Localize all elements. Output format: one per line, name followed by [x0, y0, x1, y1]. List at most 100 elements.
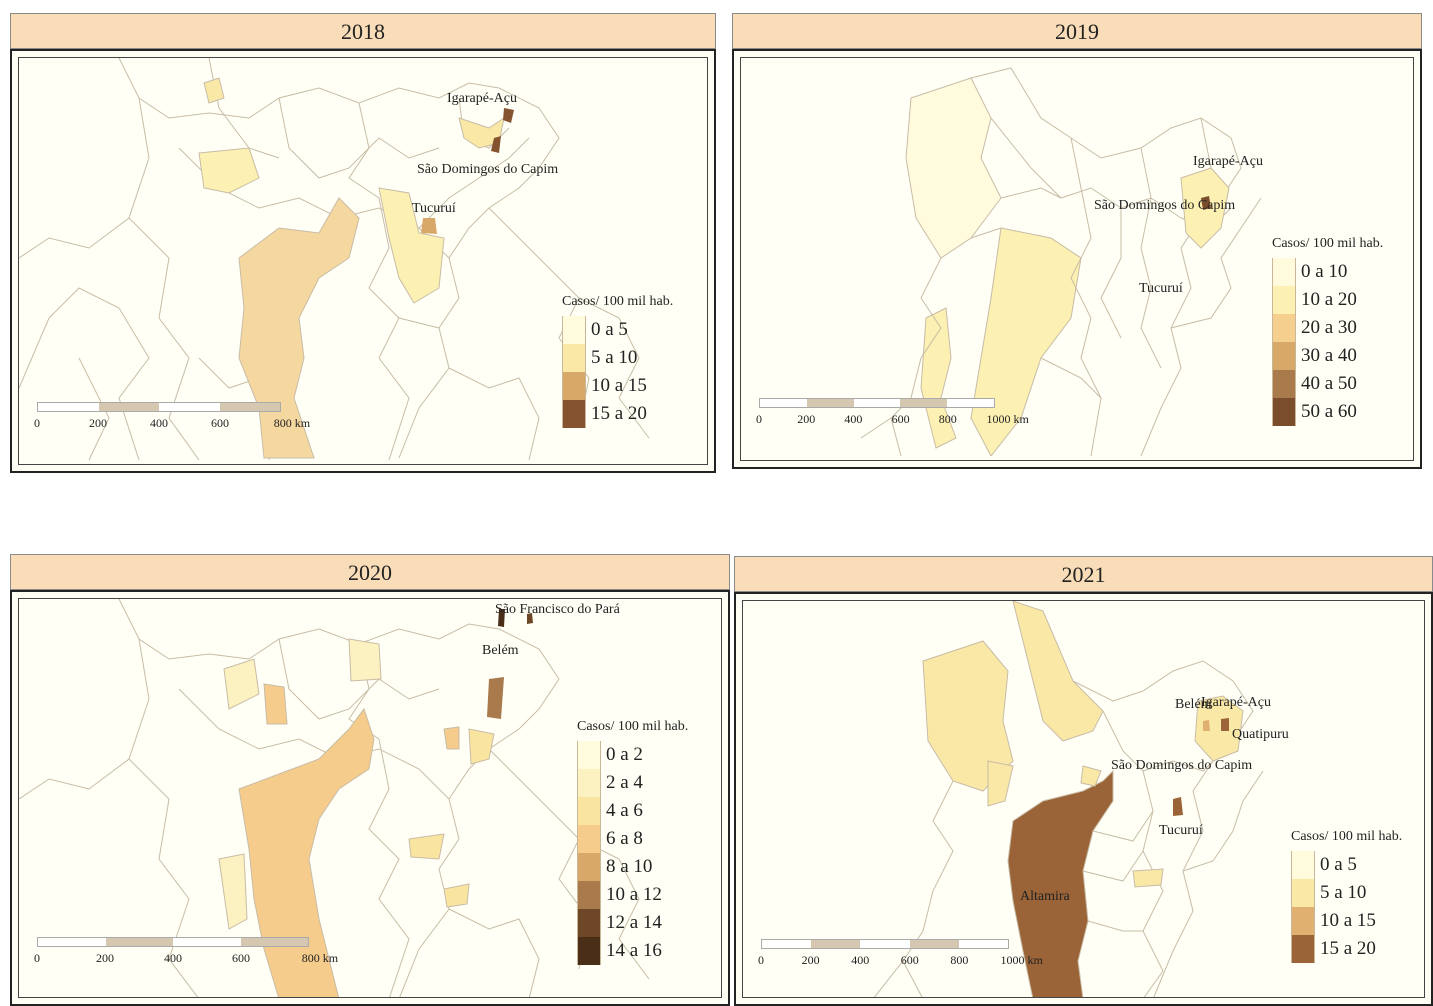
legend-swatch — [562, 400, 586, 428]
legend: Casos/ 100 mil hab. 0 a 5 5 a 10 10 a 15 15… — [562, 294, 673, 428]
legend-class-label: 40 a 50 — [1301, 373, 1357, 394]
legend-classes: 0 a 10 10 a 20 20 a 30 30 a 40 40 a 50 50 a 6… — [1272, 258, 1383, 426]
scale-bar-segment — [240, 938, 308, 946]
scale-bar-track — [761, 939, 1009, 949]
legend-class-label: 20 a 30 — [1301, 317, 1357, 338]
scale-bar-segment — [98, 403, 159, 411]
legend-class-label: 5 a 10 — [591, 347, 638, 368]
scale-bar-ticks: 0 200 400 600 800 1000 km — [756, 412, 1029, 428]
place-label-quatipuru: Quatipuru — [1232, 727, 1289, 742]
legend-class-label: 15 a 20 — [591, 403, 647, 424]
legend-title: Casos/ 100 mil hab. — [577, 719, 689, 734]
scale-tick-label: 400 — [164, 951, 182, 965]
legend-class-row: 14 a 16 — [577, 937, 688, 965]
scale-tick-label: 0 — [34, 416, 40, 430]
scale-tick-label: 600 — [232, 951, 250, 965]
map-area: Igarapé-Açu São Domingos do Capim Tucuru… — [18, 57, 708, 465]
legend-class-label: 4 a 6 — [606, 800, 643, 821]
legend-title: Casos/ 100 mil hab. — [1291, 829, 1403, 844]
legend-swatch — [1272, 314, 1296, 342]
scale-bar-ticks: 0 200 400 600 800 km — [34, 951, 338, 967]
legend-swatch — [577, 881, 601, 909]
scale-tick-label: 200 — [89, 416, 107, 430]
map-area: São Francisco do Pará Belém Casos/ 100 m… — [18, 598, 722, 998]
legend-swatch — [562, 372, 586, 400]
panel-year-title: 2018 — [10, 13, 716, 49]
legend-swatch — [577, 769, 601, 797]
legend-swatch — [1272, 286, 1296, 314]
legend-class-row: 40 a 50 — [1272, 370, 1383, 398]
place-label-tucurui: Tucuruí — [1139, 281, 1183, 296]
place-label-sao-domingos-do-capim: São Domingos do Capim — [417, 162, 559, 177]
place-label-altamira: Altamira — [1020, 889, 1070, 904]
scale-bar-segment — [811, 940, 861, 948]
legend-class-label: 10 a 15 — [591, 375, 647, 396]
map-frame: Belém Igarapé-Açu Quatipuru São Domingos… — [734, 592, 1433, 1006]
scale-bar-segment — [806, 399, 854, 407]
legend-class-label: 6 a 8 — [606, 828, 643, 849]
scale-bar-segment — [909, 940, 959, 948]
scale-tick-label: 0 — [756, 412, 762, 426]
place-label-sao-domingos-do-capim: São Domingos do Capim — [1111, 758, 1253, 773]
legend-class-row: 10 a 20 — [1272, 286, 1383, 314]
scale-tick-label: 800 km — [273, 416, 311, 430]
legend-classes: 0 a 2 2 a 4 4 a 6 6 a 8 8 a 10 10 a 12 12 a 14… — [577, 741, 688, 965]
legend-swatch — [1291, 879, 1315, 907]
place-label-sao-francisco-do-para: São Francisco do Pará — [495, 602, 620, 617]
legend-swatch — [577, 741, 601, 769]
scale-tick-label: 1000 km — [1000, 953, 1043, 967]
scale-bar: 0 200 400 600 800 1000 km — [756, 398, 1029, 428]
panel-year-title: 2019 — [732, 13, 1422, 49]
legend-swatch — [1272, 398, 1296, 426]
legend-class-row: 8 a 10 — [577, 853, 688, 881]
map-frame: Igarapé-Açu São Domingos do Capim Tucuru… — [10, 49, 716, 473]
scale-bar-track — [37, 402, 281, 412]
legend-class-row: 15 a 20 — [562, 400, 673, 428]
legend-class-label: 8 a 10 — [606, 856, 653, 877]
legend-class-row: 0 a 10 — [1272, 258, 1383, 286]
legend-class-row: 50 a 60 — [1272, 398, 1383, 426]
legend: Casos/ 100 mil hab. 0 a 2 2 a 4 4 a 6 6 a 8… — [577, 719, 688, 965]
scale-tick-label: 200 — [801, 953, 820, 967]
scale-tick-label: 600 — [211, 416, 229, 430]
place-label-belem: Belém — [1175, 697, 1212, 712]
legend-class-row: 20 a 30 — [1272, 314, 1383, 342]
legend-class-label: 50 a 60 — [1301, 401, 1357, 422]
legend-class-row: 0 a 5 — [1291, 851, 1402, 879]
map-panel-2020: 2020 — [10, 554, 730, 1006]
place-label-igarape-acu: Igarapé-Açu — [1201, 695, 1271, 710]
legend-class-label: 0 a 2 — [606, 744, 643, 765]
scale-bar: 0 200 400 600 800 1000 km — [758, 939, 1043, 969]
map-frame: São Francisco do Pará Belém Casos/ 100 m… — [10, 590, 730, 1006]
scale-bar-segment — [105, 938, 173, 946]
legend-title: Casos/ 100 mil hab. — [1272, 236, 1384, 251]
legend-class-row: 0 a 2 — [577, 741, 688, 769]
legend-swatch — [562, 316, 586, 344]
place-label-igarape-acu: Igarapé-Açu — [1193, 154, 1263, 169]
legend-swatch — [1272, 342, 1296, 370]
map-panel-2021: 2021 — [734, 556, 1433, 1006]
legend-swatch — [1291, 935, 1315, 963]
legend-class-row: 10 a 15 — [1291, 907, 1402, 935]
place-label-tucurui: Tucuruí — [412, 201, 456, 216]
map-area: Igarapé-Açu São Domingos do Capim Tucuru… — [740, 57, 1414, 461]
legend-class-row: 10 a 15 — [562, 372, 673, 400]
legend-class-row: 4 a 6 — [577, 797, 688, 825]
legend-class-row: 2 a 4 — [577, 769, 688, 797]
legend-class-label: 12 a 14 — [606, 912, 662, 933]
legend-swatch — [1272, 258, 1296, 286]
map-panel-2018: 2018 — [10, 13, 716, 473]
place-label-igarape-acu: Igarapé-Açu — [447, 91, 517, 106]
legend-class-row: 6 a 8 — [577, 825, 688, 853]
legend-class-row: 15 a 20 — [1291, 935, 1402, 963]
scale-tick-label: 800 km — [301, 951, 339, 965]
legend-swatch — [1291, 851, 1315, 879]
place-label-sao-domingos-do-capim: São Domingos do Capim — [1094, 198, 1236, 213]
scale-tick-label: 200 — [96, 951, 114, 965]
legend-class-label: 0 a 5 — [1320, 854, 1357, 875]
legend-classes: 0 a 5 5 a 10 10 a 15 15 a 20 — [562, 316, 673, 428]
map-panel-2019: 2019 — [732, 13, 1422, 469]
scale-bar-segment — [900, 399, 948, 407]
map-area: Belém Igarapé-Açu Quatipuru São Domingos… — [742, 600, 1425, 998]
legend-swatch — [1291, 907, 1315, 935]
